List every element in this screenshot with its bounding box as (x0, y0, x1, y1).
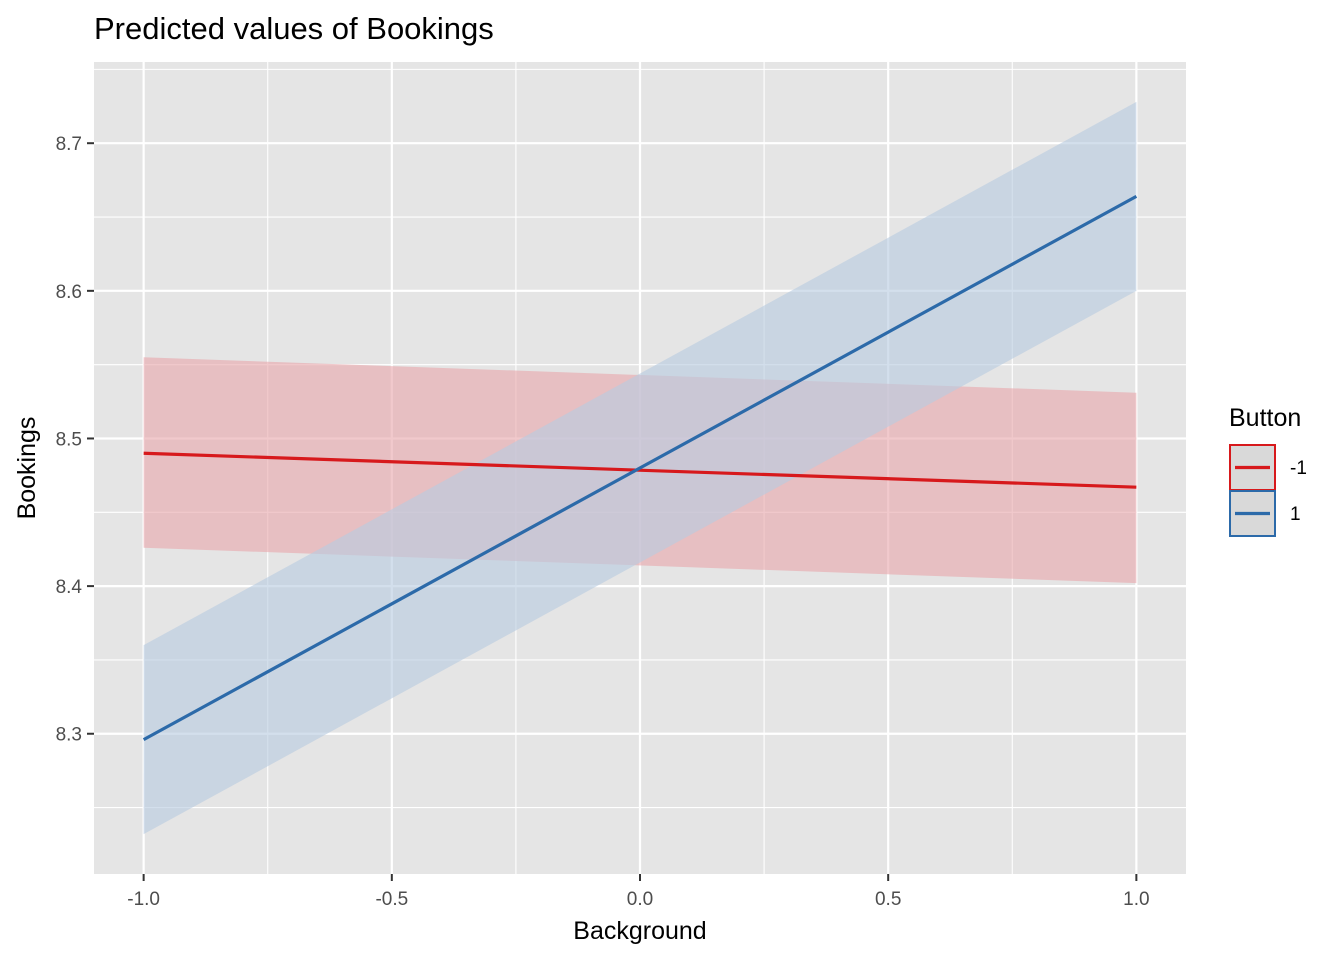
line-series-0 (143, 451, 1137, 489)
legend: Button -1 1 (1229, 404, 1307, 537)
legend-label-0: -1 (1290, 458, 1307, 479)
x-axis: -1.0 -0.5 0.0 0.5 1.0 (127, 874, 1150, 910)
y-tick-label: 8.6 (56, 282, 82, 303)
legend-title: Button (1229, 404, 1301, 432)
x-axis-title: Background (573, 917, 706, 945)
y-axis: 8.3 8.4 8.5 8.6 8.7 (56, 134, 94, 746)
y-tick-label: 8.4 (56, 577, 83, 598)
chart-title: Predicted values of Bookings (94, 11, 494, 46)
line-series-1 (142, 194, 1138, 742)
x-tick-label: 1.0 (1123, 889, 1149, 910)
x-tick-label: 0.5 (875, 889, 901, 910)
y-tick-label: 8.3 (56, 725, 82, 746)
y-tick-label: 8.7 (56, 134, 82, 155)
y-tick-label: 8.5 (56, 429, 82, 450)
x-tick-label: -1.0 (127, 889, 160, 910)
x-tick-label: -0.5 (375, 889, 408, 910)
series-lines (142, 194, 1138, 742)
legend-label-1: 1 (1290, 504, 1301, 525)
x-tick-label: 0.0 (627, 889, 653, 910)
y-axis-title: Bookings (13, 417, 41, 520)
